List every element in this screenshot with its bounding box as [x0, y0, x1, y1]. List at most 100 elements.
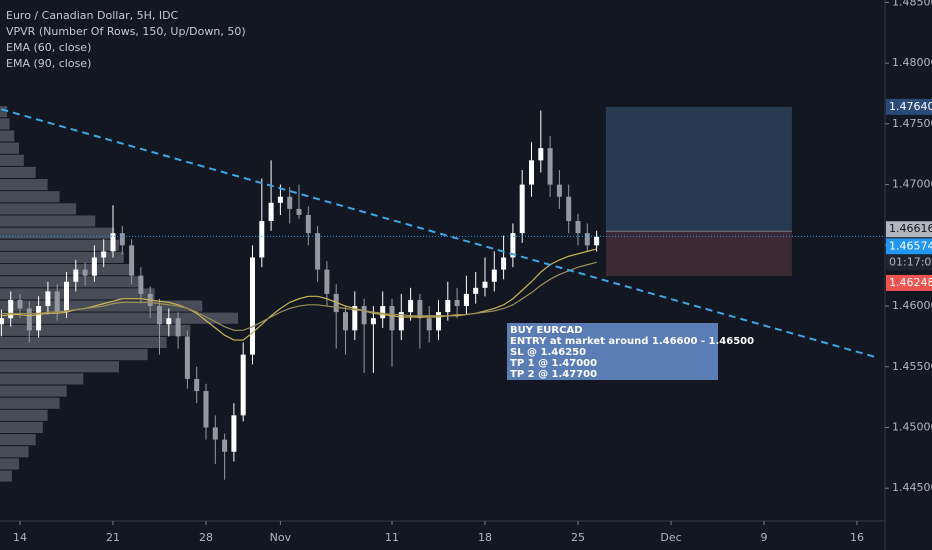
candle-body: [343, 312, 348, 331]
y-tick-label: 1.45000: [892, 420, 932, 433]
candle-body: [538, 148, 544, 161]
annotation-line: TP 1 @ 1.47000: [510, 358, 597, 369]
candle-body: [91, 257, 97, 276]
annotation-line: SL @ 1.46250: [510, 347, 586, 358]
candle-body: [501, 257, 507, 270]
candle-body: [519, 184, 525, 234]
candle-body: [426, 318, 432, 331]
annotation-line: BUY EURCAD: [510, 325, 583, 336]
candle-body: [324, 269, 330, 294]
candle-body: [250, 257, 255, 355]
volume-profile-bar: [0, 434, 36, 446]
annotation-box: [507, 323, 718, 380]
volume-profile-bar: [0, 312, 238, 324]
y-tick-label: 1.46000: [892, 299, 932, 312]
volume-profile-bar: [0, 142, 20, 154]
candle-body: [389, 306, 395, 331]
x-tick-label: 28: [199, 531, 213, 544]
price-label: 1.46574: [889, 239, 932, 252]
y-tick-label: 1.45500: [892, 360, 932, 373]
candle-body: [361, 306, 367, 325]
candle-body: [454, 299, 460, 307]
candle-body: [473, 287, 479, 294]
candle-body: [64, 281, 69, 313]
candle-body: [119, 233, 125, 246]
x-tick-label: 21: [106, 531, 120, 544]
candle-body: [305, 214, 311, 234]
volume-profile-bar: [0, 373, 84, 385]
volume-profile-bar: [0, 166, 36, 179]
x-tick-label: 9: [761, 531, 768, 544]
candle-body: [259, 221, 265, 258]
candle-body: [566, 196, 572, 222]
volume-profile-bar: [0, 397, 60, 409]
profit-zone: [605, 106, 792, 232]
x-tick-label: Nov: [270, 531, 292, 544]
volume-profile-bar: [0, 288, 155, 300]
countdown-bg: [886, 254, 932, 271]
candle-body: [157, 306, 162, 325]
volume-profile-bar: [0, 106, 8, 118]
price-label-bg: [886, 274, 932, 291]
candle-body: [17, 299, 23, 309]
y-tick-label: 1.48000: [892, 56, 932, 69]
candle-body: [8, 299, 14, 319]
candle-body: [575, 221, 581, 234]
plot-area: [0, 106, 885, 482]
candle-body: [240, 354, 246, 416]
volume-profile-bar: [0, 446, 29, 458]
volume-profile-bar: [0, 470, 12, 482]
candle-body: [352, 306, 358, 331]
chart-title: Euro / Canadian Dollar, 5H, IDC: [6, 9, 179, 22]
candle-body: [36, 306, 42, 331]
candle-body: [510, 233, 516, 258]
price-label: 1.46248: [889, 276, 932, 289]
volume-profile-bar: [0, 203, 77, 215]
annotation-line: TP 2 @ 1.47700: [510, 369, 597, 380]
candle-body: [398, 312, 404, 331]
volume-profile-bar: [0, 324, 191, 336]
y-tick-label: 1.47500: [892, 117, 932, 130]
candle-body: [194, 378, 200, 392]
candle-body: [445, 299, 451, 313]
candle-body: [184, 336, 190, 379]
candle-body: [277, 196, 283, 203]
candle-body: [129, 245, 135, 276]
trendline: [1, 108, 876, 359]
x-tick-label: 18: [478, 531, 492, 544]
candle-body: [491, 269, 497, 282]
x-tick-label: 25: [571, 531, 585, 544]
volume-profile-bar: [0, 154, 24, 166]
volume-profile-bar: [0, 264, 131, 276]
candle-body: [231, 415, 237, 452]
volume-profile-bar: [0, 118, 10, 130]
volume-profile-bar: [0, 385, 67, 397]
volume-profile-bar: [0, 130, 15, 142]
price-label-bg: [886, 221, 932, 238]
candle-body: [138, 275, 144, 294]
candle-body: [463, 293, 469, 307]
y-tick-label: 1.48500: [892, 0, 932, 8]
volume-profile-bar: [0, 349, 148, 361]
candle-body: [296, 208, 302, 215]
candle-body: [222, 439, 228, 452]
candle-body: [436, 312, 441, 331]
candle-body: [54, 291, 60, 313]
price-label: 1.46616: [889, 222, 932, 235]
x-tick-label: 14: [13, 531, 27, 544]
candle-body: [110, 233, 116, 252]
volume-profile-bar: [0, 191, 60, 203]
volume-profile-bar: [0, 421, 43, 434]
price-label-bg: [886, 238, 932, 255]
indicator-legend: EMA (60, close): [6, 41, 91, 54]
y-tick-label: 1.44500: [892, 481, 932, 494]
candle-body: [166, 318, 172, 325]
candle-body: [82, 269, 88, 276]
candle-body: [408, 299, 414, 313]
candle-body: [26, 308, 32, 331]
candle-body: [212, 427, 218, 440]
x-tick-label: 16: [850, 531, 864, 544]
x-tick-label: 11: [385, 531, 399, 544]
candle-body: [482, 281, 488, 288]
